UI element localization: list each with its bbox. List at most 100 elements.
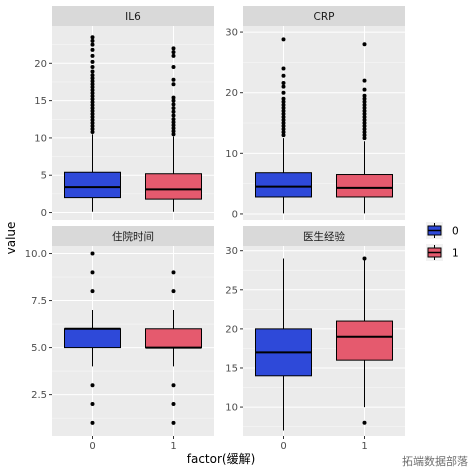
y-tick-label: 0 [41, 208, 47, 219]
outlier-point [281, 73, 286, 78]
outlier-point [281, 124, 286, 129]
outlier-point [90, 126, 95, 131]
y-tick-label: 10 [34, 133, 47, 144]
box-1 [145, 46, 202, 212]
outlier-point [281, 90, 286, 95]
outlier-point [90, 103, 95, 108]
outlier-point [171, 98, 176, 103]
outlier-point [90, 91, 95, 96]
outlier-point [281, 102, 286, 107]
panel-strip [243, 6, 405, 26]
panel-2: CRP 0 10 20 30 [225, 6, 405, 220]
outlier-point [281, 84, 286, 89]
legend-label: 0 [452, 226, 459, 238]
outlier-point [171, 129, 176, 134]
y-tick-label: 2.5 [31, 390, 47, 401]
panel-4: 医生经验 10 15 20 25 30 0 1 [225, 226, 405, 452]
outlier-point [362, 256, 367, 261]
outlier-point [171, 102, 176, 107]
outlier-point [362, 96, 367, 101]
outlier-point [171, 109, 176, 114]
outlier-point [171, 420, 176, 425]
outlier-point [362, 133, 367, 138]
outlier-point [90, 47, 95, 52]
outlier-point [90, 59, 95, 64]
outlier-point [90, 85, 95, 90]
box-iqr [336, 174, 393, 198]
outlier-point [90, 76, 95, 81]
outlier-point [362, 121, 367, 125]
box-iqr [145, 328, 202, 349]
outlier-point [90, 118, 95, 123]
x-tick-label: 0 [280, 441, 286, 452]
panel-strip-label: IL6 [125, 11, 141, 23]
x-tick-label: 1 [170, 441, 176, 452]
panel-1: IL6 0 5 10 15 20 [34, 6, 214, 220]
outlier-point [362, 87, 367, 92]
box-iqr [255, 172, 312, 198]
outlier-point [362, 127, 367, 132]
outlier-point [90, 106, 95, 111]
outlier-point [90, 42, 95, 47]
outlier-point [281, 108, 286, 113]
outlier-point [90, 251, 95, 256]
y-tick-label: 20 [34, 59, 47, 70]
y-tick-label: 25 [225, 285, 238, 296]
outlier-point [171, 65, 176, 70]
outlier-point [281, 96, 286, 101]
outlier-point [90, 88, 95, 93]
y-tick-label: 30 [225, 246, 238, 257]
y-axis-title: value [4, 222, 18, 255]
y-tick-label: 7.5 [31, 296, 47, 307]
outlier-point [281, 37, 286, 42]
y-tick-label: 20 [225, 88, 238, 99]
box-1 [336, 42, 393, 214]
outlier-point [90, 94, 95, 99]
outlier-point [90, 402, 95, 407]
outlier-point [362, 105, 367, 110]
outlier-point [362, 99, 367, 104]
outlier-point [362, 114, 367, 119]
y-tick-label: 10.0 [25, 249, 47, 260]
watermark-text: 拓端数据部落 [402, 455, 468, 468]
box-iqr [64, 171, 121, 199]
outlier-point [90, 383, 95, 388]
y-tick-label: 10 [225, 403, 238, 414]
outlier-point [362, 78, 367, 83]
outlier-point [171, 106, 176, 111]
outlier-point [171, 402, 176, 407]
outlier-point [362, 136, 367, 141]
outlier-point [281, 99, 286, 104]
outlier-point [171, 117, 176, 122]
outlier-point [90, 69, 95, 74]
box-0 [255, 37, 312, 214]
outlier-point [90, 289, 95, 294]
y-tick-label: 5.0 [31, 343, 47, 354]
outlier-point [90, 82, 95, 87]
x-tick-label: 0 [89, 441, 95, 452]
panel-strip-label: CRP [314, 11, 335, 23]
panel-strip-label: 住院时间 [112, 230, 154, 243]
outlier-point [171, 270, 176, 275]
y-tick-label: 10 [225, 149, 238, 160]
outlier-point [171, 289, 176, 294]
outlier-point [362, 420, 367, 425]
outlier-point [362, 130, 367, 135]
outlier-point [171, 82, 176, 87]
outlier-point [362, 124, 367, 129]
outlier-point [281, 127, 286, 132]
panel-strip-label: 医生经验 [303, 230, 345, 243]
outlier-point [90, 121, 95, 125]
outlier-point [171, 95, 176, 100]
outlier-point [171, 46, 176, 51]
panel-strip [52, 6, 214, 26]
panel-strip [243, 226, 405, 246]
outlier-point [362, 42, 367, 47]
outlier-point [171, 120, 176, 125]
outlier-point [90, 79, 95, 84]
outlier-point [90, 38, 95, 43]
outlier-point [90, 109, 95, 114]
x-axis-title: factor(缓解) [187, 452, 256, 466]
outlier-point [90, 420, 95, 425]
outlier-point [90, 35, 95, 40]
